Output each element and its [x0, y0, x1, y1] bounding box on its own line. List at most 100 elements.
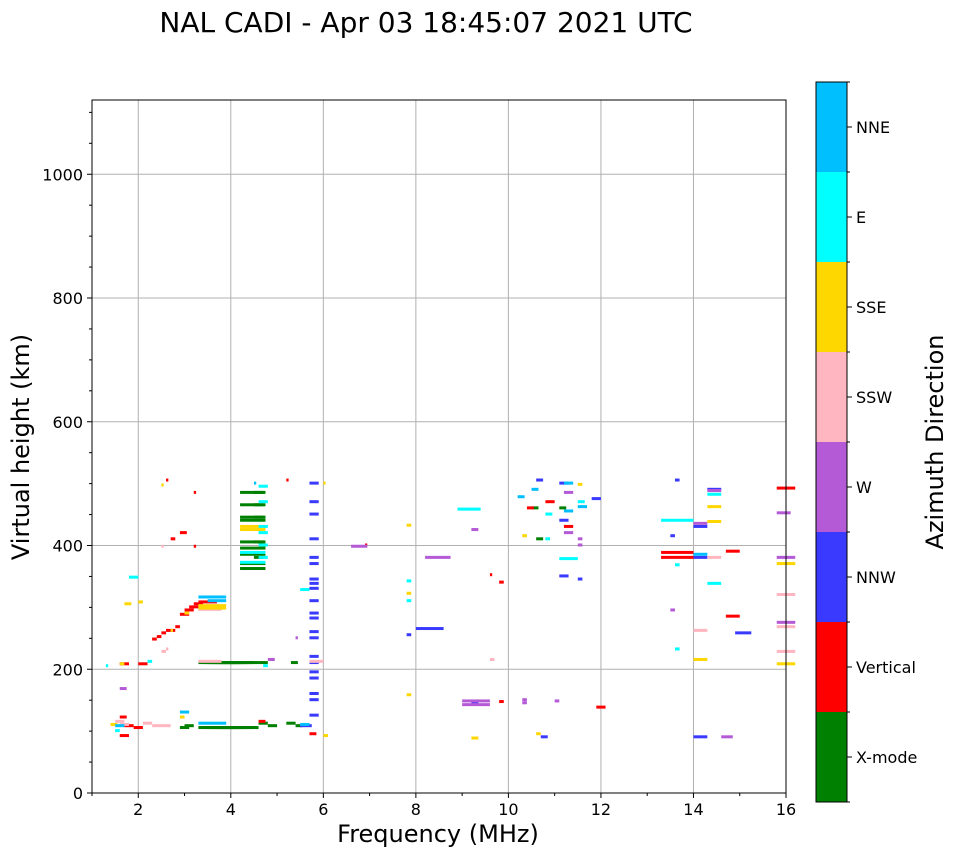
colorbar-segment: [816, 622, 847, 712]
data-point: [674, 563, 680, 567]
data-point: [670, 608, 675, 612]
x-axis-ticks: 2 4 6 8 10 12 14 16: [91, 793, 796, 819]
data-point: [309, 555, 319, 559]
data-point: [258, 524, 268, 528]
data-point: [554, 699, 560, 703]
data-point: [693, 555, 708, 559]
data-point: [415, 627, 444, 631]
data-point: [471, 701, 479, 705]
y-tick-label: 1000: [42, 165, 83, 184]
data-point: [536, 537, 544, 541]
data-point: [707, 505, 722, 509]
data-point: [133, 726, 143, 730]
x-axis-label: Frequency (MHz): [337, 820, 539, 848]
data-point: [545, 500, 555, 504]
data-point: [258, 484, 268, 488]
data-point: [240, 560, 266, 564]
chart-title: NAL CADI - Apr 03 18:45:07 2021 UTC: [159, 6, 692, 39]
data-point: [559, 506, 567, 510]
plot-frame: [91, 99, 787, 794]
data-point: [179, 715, 185, 719]
colorbar-tick-label: Vertical: [856, 658, 916, 677]
data-point: [522, 701, 527, 705]
data-point: [563, 490, 574, 494]
y-axis-label: Virtual height (km): [7, 334, 35, 560]
data-point: [253, 490, 264, 494]
colorbar-segment: [816, 442, 847, 532]
x-tick-label: 16: [776, 800, 796, 819]
data-point: [286, 478, 289, 482]
data-point: [591, 497, 601, 501]
data-points: [105, 478, 796, 740]
data-point: [309, 586, 319, 590]
data-point: [138, 662, 148, 666]
data-point: [240, 552, 266, 556]
data-point: [240, 524, 266, 528]
data-point: [184, 724, 194, 728]
data-point: [129, 575, 139, 579]
data-point: [198, 600, 217, 604]
colorbar-tick-label: SSW: [856, 388, 892, 407]
data-point: [295, 724, 303, 728]
data-point: [670, 534, 675, 538]
data-point: [522, 698, 527, 702]
data-point: [152, 637, 157, 641]
data-point: [156, 635, 162, 639]
data-point: [240, 546, 266, 550]
data-point: [105, 664, 109, 668]
data-point: [489, 657, 495, 661]
data-point: [559, 557, 578, 561]
data-point: [119, 734, 130, 738]
data-point: [531, 506, 539, 510]
data-point: [577, 537, 583, 541]
grid-lines: [92, 100, 787, 794]
data-point: [309, 562, 319, 566]
data-point: [175, 625, 180, 629]
data-point: [693, 524, 708, 528]
data-point: [240, 503, 266, 507]
data-point: [286, 721, 296, 725]
data-point: [309, 676, 319, 680]
data-point: [119, 662, 130, 666]
data-point: [152, 724, 162, 728]
data-point: [309, 732, 317, 736]
data-point: [184, 611, 190, 615]
data-point: [661, 555, 694, 559]
data-point: [323, 481, 326, 485]
x-tick-label: 4: [226, 800, 236, 819]
colorbar-tick-label: W: [856, 478, 872, 497]
data-point: [462, 699, 490, 703]
colorbar-tick-label: SSE: [856, 298, 886, 317]
y-axis-ticks: 0 200 400 600 800 1000: [42, 111, 92, 803]
data-point: [193, 544, 197, 548]
data-point: [309, 512, 319, 516]
data-point: [406, 591, 412, 595]
data-point: [309, 670, 319, 674]
data-point: [258, 500, 268, 504]
data-point: [240, 490, 266, 494]
data-point: [309, 481, 319, 485]
data-point: [693, 735, 708, 739]
data-point: [577, 500, 585, 504]
colorbar-label: Azimuth Direction: [921, 335, 949, 550]
data-point: [536, 732, 541, 736]
data-point: [577, 505, 588, 509]
data-point: [309, 698, 319, 702]
data-point: [253, 503, 264, 507]
colorbar-tick-label: NNE: [856, 118, 890, 137]
data-point: [425, 555, 451, 559]
data-point: [309, 636, 319, 640]
data-point: [267, 657, 275, 661]
data-point: [198, 721, 227, 725]
data-point: [309, 630, 319, 634]
data-point: [406, 693, 412, 697]
data-point: [536, 478, 544, 482]
data-point: [674, 647, 680, 651]
data-point: [263, 664, 268, 668]
data-point: [309, 577, 319, 581]
data-point: [119, 662, 125, 666]
colorbar-segment: [816, 172, 847, 262]
data-point: [309, 599, 319, 603]
data-point: [309, 616, 319, 620]
